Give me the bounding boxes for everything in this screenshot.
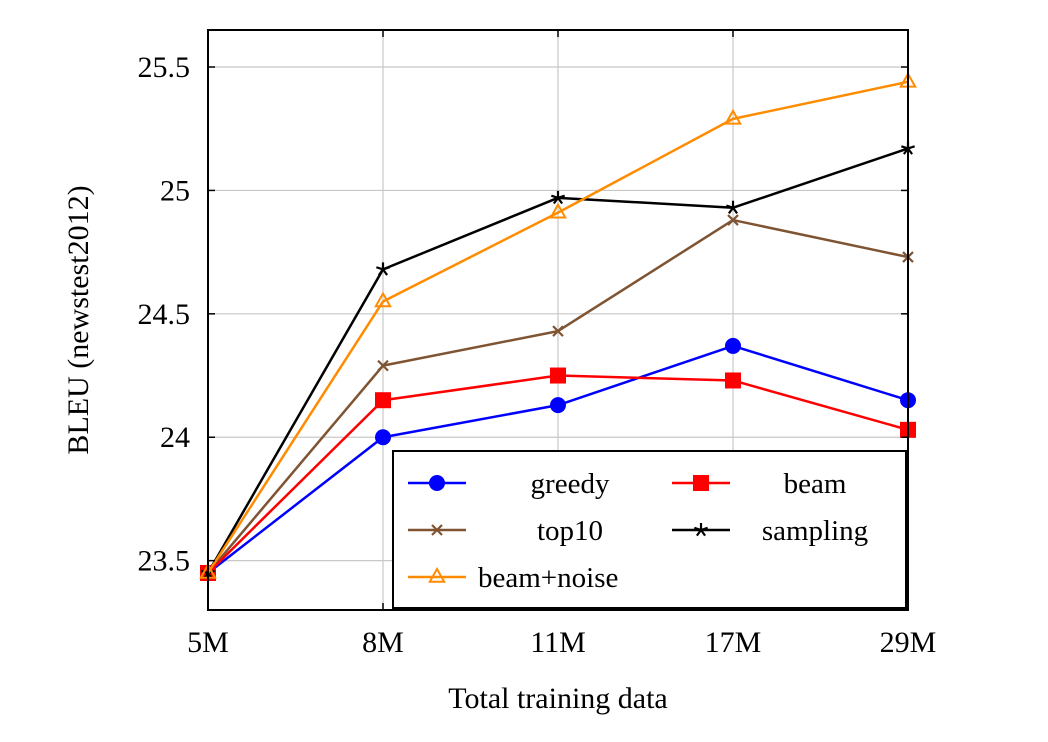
point-beam — [375, 392, 391, 409]
legend-label: beam — [784, 468, 847, 500]
point-sampling — [376, 262, 390, 276]
legend-entry-sampling: sampling — [672, 515, 868, 547]
y-tick-label: 25.5 — [138, 51, 191, 84]
point-sampling — [726, 200, 740, 215]
legend-entry-beam-noise: beam+noise — [408, 562, 618, 594]
legend-swatch-marker — [431, 524, 443, 536]
legend-entry-greedy: greedy — [408, 468, 610, 500]
point-greedy — [550, 397, 566, 414]
legend-swatch-marker — [428, 566, 446, 583]
tick-labels: 5M 8M 11M 17M 29M 23.5 24 24.5 25 25.5 — [138, 30, 937, 659]
x-tick-label: 5M — [187, 626, 229, 659]
legend-entry-top10: top10 — [408, 515, 603, 547]
legend-swatch-marker — [429, 475, 445, 491]
y-axis-label: BLEU (newstest2012) — [62, 185, 95, 454]
y-tick-label: 25 — [160, 174, 190, 207]
point-beam — [550, 367, 566, 384]
series-layer — [199, 71, 917, 581]
legend-label: sampling — [762, 515, 868, 547]
x-tick-label: 8M — [362, 626, 404, 659]
point-beam-noise — [724, 108, 742, 125]
point-beam — [725, 372, 741, 389]
legend-entry-beam: beam — [672, 468, 847, 500]
point-sampling — [551, 190, 565, 205]
series-line-beam-noise — [206, 80, 909, 574]
legend-label: beam+noise — [478, 562, 618, 594]
legend-swatch-marker — [693, 475, 709, 491]
point-top10 — [727, 214, 739, 226]
x-axis-label: Total training data — [448, 682, 668, 715]
point-greedy — [725, 337, 741, 354]
y-tick-label: 23.5 — [138, 545, 191, 578]
legend-box — [392, 450, 907, 609]
legend-label: greedy — [531, 468, 610, 500]
point-beam-noise — [549, 202, 567, 219]
x-tick-label: 11M — [530, 626, 586, 659]
point-top10 — [552, 325, 564, 337]
legend-label: top10 — [537, 515, 603, 547]
x-tick-label: 29M — [880, 626, 937, 659]
legend: greedy beam top10 sampling beam+noise — [392, 450, 907, 609]
point-greedy — [375, 429, 391, 446]
point-beam-noise — [374, 291, 392, 308]
y-tick-label: 24.5 — [138, 298, 191, 331]
legend-swatch-marker — [694, 523, 708, 537]
point-top10 — [377, 359, 389, 372]
x-tick-label: 17M — [705, 626, 762, 659]
y-tick-label: 24 — [160, 421, 190, 454]
